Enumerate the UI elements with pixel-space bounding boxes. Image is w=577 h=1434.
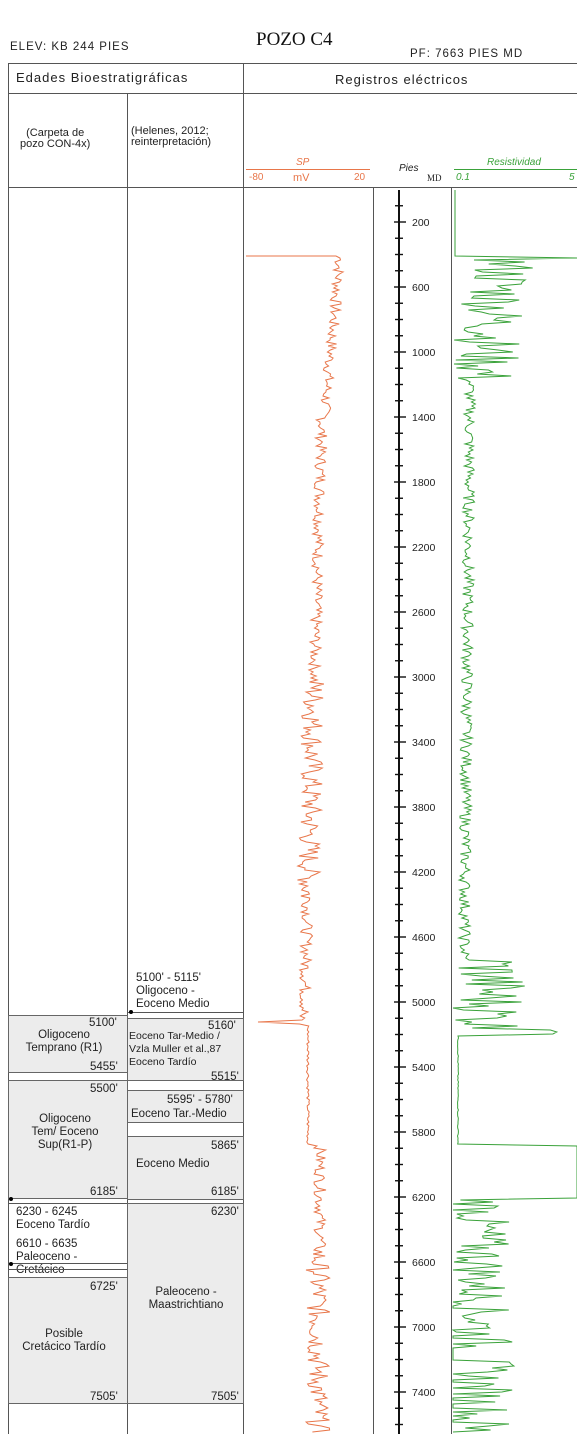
col1-zone-1-top: 5100' [89, 1017, 117, 1029]
marker-dot-1 [129, 1010, 133, 1014]
depth-ticks: 200 600 1000 1400 1800 2200 2600 3000 3400 3800 42… [394, 205, 436, 1426]
col-divider-2 [243, 63, 244, 1434]
col2-zone-3-name: Eoceno Medio [136, 1158, 210, 1170]
top-border [8, 63, 577, 64]
resistivity-curve [451, 190, 577, 1433]
col1-zone-1 [8, 1015, 128, 1073]
depth-tick-label: 1400 [412, 412, 436, 424]
page-title: POZO C4 [256, 29, 333, 50]
depth-tick-label: 7000 [412, 1322, 436, 1334]
col1-source-label: (Carpeta de pozo CON-4x) [20, 127, 91, 150]
sp-unit: mV [293, 172, 310, 184]
col2-zone-4-top: 6230' [211, 1206, 239, 1218]
col2-note: 5100' - 5115' Oligoceno - Eoceno Medio [136, 972, 210, 1010]
col1-zone-3-bottom: 7505' [90, 1391, 118, 1403]
depth-tick-label: 7400 [412, 1387, 436, 1399]
col1-marker-6635 [8, 1269, 128, 1270]
sp-scale-line [246, 169, 370, 170]
depth-tick-label: 1800 [412, 477, 436, 489]
col1-zone-2-bottom: 6185' [90, 1186, 118, 1198]
marker-dot-2 [9, 1197, 13, 1201]
col1-marker-6230 [8, 1203, 128, 1204]
depth-tick-label: 4200 [412, 867, 436, 879]
res-scale-line [454, 169, 577, 170]
sp-curve [246, 255, 345, 1433]
depth-tick-label: 2200 [412, 542, 436, 554]
depth-tick-label: 6600 [412, 1257, 436, 1269]
depth-tick-label: 6200 [412, 1192, 436, 1204]
depth-track-left [373, 187, 374, 1434]
depth-tick-label: 5400 [412, 1062, 436, 1074]
col2-zone-4 [127, 1203, 244, 1404]
col2-source-label: (Helenes, 2012; reinterpretación) [131, 125, 212, 148]
col1-zone-3-name: Posible Cretácico Tardío [22, 1328, 106, 1353]
col2-zone-1 [127, 1018, 244, 1081]
col2-zone-3 [127, 1136, 244, 1200]
total-depth-label: PF: 7663 PIES MD [410, 48, 524, 60]
depth-tick-label: 3000 [412, 672, 436, 684]
res-name: Resistividad [487, 157, 541, 168]
track-header-border [8, 187, 577, 188]
depth-tick-label: 600 [412, 282, 430, 294]
sp-name: SP [296, 157, 310, 168]
depth-name: Pies [399, 163, 419, 174]
depth-tick-label: 2600 [412, 607, 436, 619]
col2-zone-3-top: 5865' [211, 1140, 239, 1152]
col-divider-1 [127, 93, 128, 1434]
col1-zone-3 [8, 1277, 128, 1404]
col2-zone-4-name: Paleoceno - Maastrichtiano [148, 1286, 224, 1311]
left-border [8, 63, 9, 1434]
res-min: 0.1 [456, 172, 470, 183]
col1-zone-2-top: 5500' [90, 1083, 118, 1095]
col1-zone-2-name: Oligoceno Tem/ Eoceno Sup(R1-P) [31, 1113, 99, 1151]
depth-unit: MD [427, 173, 442, 183]
col1-note-2: 6610 - 6635 Paleoceno - Cretácico [16, 1238, 78, 1276]
elevation-label: ELEV: KB 244 PIES [10, 41, 130, 53]
sp-min: -80 [249, 172, 264, 183]
col2-zone-4-bottom: 7505' [211, 1391, 239, 1403]
depth-tick-label: 200 [412, 217, 430, 229]
electric-logs-header: Registros eléctricos [335, 72, 469, 87]
marker-dot-3 [9, 1262, 13, 1266]
sp-max: 20 [354, 172, 366, 183]
col1-zone-1-bottom: 5455' [90, 1061, 118, 1073]
col1-zone-2 [8, 1080, 128, 1199]
depth-tick-label: 5800 [412, 1127, 436, 1139]
depth-tick-label: 3400 [412, 737, 436, 749]
col1-zone-1-name: Oligoceno Temprano (R1) [25, 1029, 103, 1054]
col1-marker-6610 [8, 1263, 128, 1264]
res-max: 5 [569, 172, 575, 183]
depth-track-right [451, 187, 452, 1434]
depth-tick-label: 1000 [412, 347, 436, 359]
depth-tick-label: 4600 [412, 932, 436, 944]
col1-zone-3-top: 6725' [90, 1281, 118, 1293]
bio-ages-header: Edades Bioestratigráficas [16, 70, 189, 85]
col2-zone-1-name: Eoceno Tar-Medio / Vzla Muller et al.,87… [129, 1030, 222, 1068]
depth-tick-label: 3800 [412, 802, 436, 814]
col2-zone-3-bottom: 6185' [211, 1186, 239, 1198]
col2-zone-2-top: 5595' - 5780' [167, 1094, 233, 1106]
col2-note-bottom [128, 1012, 244, 1013]
col2-zone-1-bottom: 5515' [211, 1071, 239, 1083]
depth-tick-label: 5000 [412, 997, 436, 1009]
header-row-border [8, 93, 577, 94]
col2-zone-2-name: Eoceno Tar.-Medio [131, 1108, 227, 1120]
col2-zone-1-top: 5160' [208, 1020, 236, 1032]
col1-note-1: 6230 - 6245 Eoceno Tardío [16, 1206, 90, 1231]
col2-zone-2 [127, 1090, 244, 1123]
